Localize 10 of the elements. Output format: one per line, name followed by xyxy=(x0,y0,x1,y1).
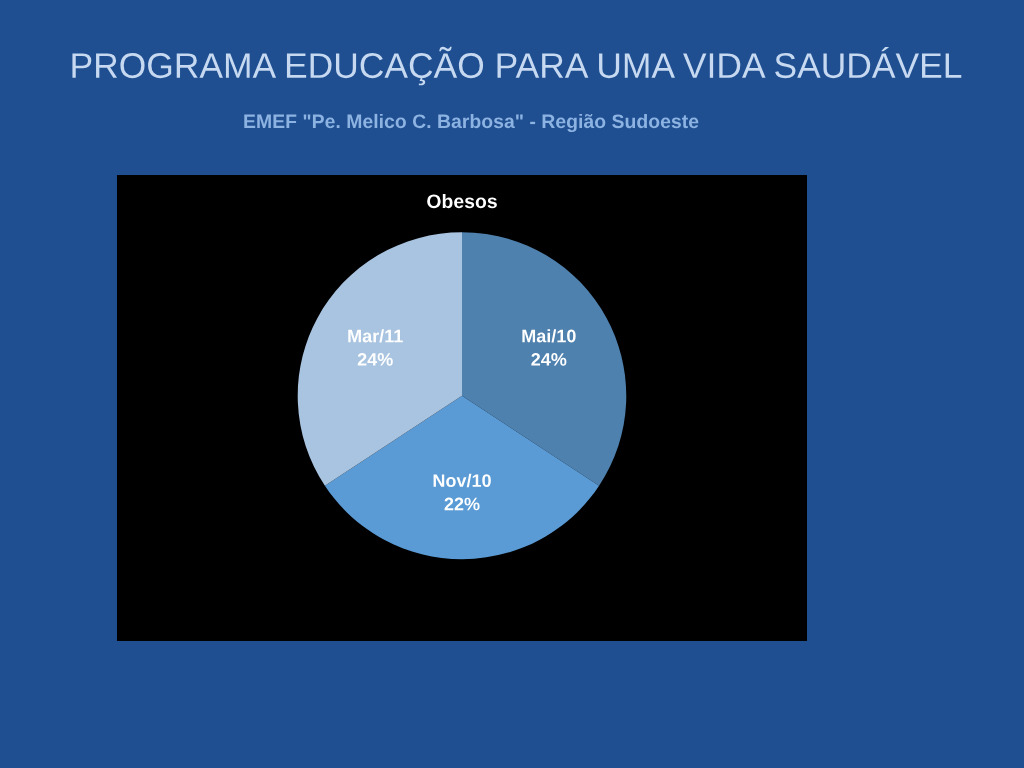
data-label: 22% xyxy=(444,497,480,511)
chart-subtitle: EMEF "Pe. Melico C. Barbosa" - Região Sudoeste xyxy=(244,113,699,133)
slice-label: Mar/11 xyxy=(348,329,403,343)
data-label: 24% xyxy=(357,353,393,366)
chart-title: PROGRAMA EDUCAÇÃO PARA UMA VIDA SAUDÁVEL xyxy=(72,46,962,86)
text: Obesos xyxy=(427,193,497,209)
data-label: 24% xyxy=(531,353,567,366)
slice-label: Nov/10 xyxy=(433,473,491,488)
pie-slice xyxy=(324,395,600,560)
slice-label: Mai/10 xyxy=(522,329,576,343)
